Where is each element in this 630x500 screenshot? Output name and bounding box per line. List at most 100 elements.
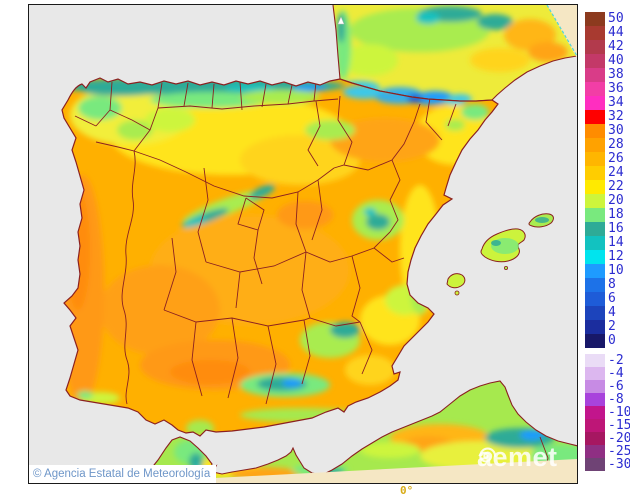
attribution: © Agencia Estatal de Meteorología	[29, 465, 217, 483]
meridian-label: 0°	[400, 484, 414, 497]
colorbar-tick-label: 10	[608, 263, 624, 278]
colorbar-swatch	[585, 320, 605, 334]
iberia-coastline	[61, 77, 499, 437]
island-cabrera	[503, 265, 508, 270]
colorbar-entry: -10	[585, 406, 630, 419]
colorbar-entry: 40	[585, 54, 630, 68]
colorbar-entry: 20	[585, 194, 630, 208]
colorbar-swatch	[585, 110, 605, 124]
colorbar-entry: 10	[585, 264, 630, 278]
colorbar-entry: 0	[585, 334, 630, 348]
colorbar-swatch	[585, 12, 605, 26]
colorbar-tick-label: 16	[608, 221, 624, 236]
colorbar-entry: 38	[585, 68, 630, 82]
colorbar-tick-label: 14	[608, 235, 624, 250]
colorbar-tick-label: -15	[608, 418, 630, 433]
colorbar-swatch	[585, 367, 605, 380]
colorbar-entry: 6	[585, 292, 630, 306]
colorbar-swatch	[585, 445, 605, 458]
colorbar-entry: 14	[585, 236, 630, 250]
colorbar-tick-label: -4	[608, 366, 624, 381]
colorbar-tick-label: -8	[608, 392, 624, 407]
colorbar-entry: 30	[585, 124, 630, 138]
colorbar-swatch	[585, 54, 605, 68]
colorbar-entry: -15	[585, 419, 630, 432]
colorbar-swatch	[585, 393, 605, 406]
colorbar-tick-label: 30	[608, 123, 624, 138]
colorbar-entry: 44	[585, 26, 630, 40]
colorbar-swatch	[585, 194, 605, 208]
colorbar-tick-label: 28	[608, 137, 624, 152]
colorbar-entry: 18	[585, 208, 630, 222]
colorbar-swatch	[585, 354, 605, 367]
colorbar-swatch	[585, 152, 605, 166]
colorbar-swatch	[585, 26, 605, 40]
colorbar-entry: 34	[585, 96, 630, 110]
colorbar-tick-label: 8	[608, 277, 616, 292]
colorbar-tick-label: -10	[608, 405, 630, 420]
colorbar-entry: -2	[585, 354, 630, 367]
colorbar-entry: -8	[585, 393, 630, 406]
balearic-islands	[446, 213, 554, 296]
colorbar-entry: -6	[585, 380, 630, 393]
colorbar-entry: 16	[585, 222, 630, 236]
island-ibiza	[446, 273, 466, 289]
colorbar-entry: 8	[585, 278, 630, 292]
colorbar-swatch	[585, 306, 605, 320]
colorbar-swatch	[585, 264, 605, 278]
colorbar-swatch	[585, 96, 605, 110]
colorbar-entry: 22	[585, 180, 630, 194]
colorbar-swatch	[585, 222, 605, 236]
colorbar-tick-label: 2	[608, 319, 616, 334]
colorbar-tick-label: 12	[608, 249, 624, 264]
colorbar-tick-label: -30	[608, 457, 630, 472]
colorbar-tick-label: 34	[608, 95, 624, 110]
colorbar: 50 44 42 40 38 36 34 32 30 28 26 24 22 20 18 16 14 12 10 8 6…	[585, 12, 630, 471]
colorbar-swatch	[585, 68, 605, 82]
colorbar-tick-label: 20	[608, 193, 624, 208]
colorbar-tick-label: 6	[608, 291, 616, 306]
attribution-text: © Agencia Estatal de Meteorología	[33, 468, 211, 480]
colorbar-swatch	[585, 334, 605, 348]
colorbar-tick-label: -6	[608, 379, 624, 394]
colorbar-tick-label: 44	[608, 25, 624, 40]
colorbar-swatch	[585, 166, 605, 180]
island-formentera	[454, 290, 460, 296]
province-borders	[74, 81, 457, 405]
colorbar-swatch	[585, 380, 605, 393]
colorbar-tick-label: 36	[608, 81, 624, 96]
aemet-watermark: aemet	[474, 444, 558, 471]
colorbar-swatch	[585, 458, 605, 471]
colorbar-swatch	[585, 82, 605, 96]
colorbar-swatch	[585, 124, 605, 138]
colorbar-entry: 36	[585, 82, 630, 96]
coast-marker	[337, 16, 345, 25]
colorbar-entry: -30	[585, 458, 630, 471]
colorbar-entry: 4	[585, 306, 630, 320]
colorbar-entry: -4	[585, 367, 630, 380]
colorbar-entry: -20	[585, 432, 630, 445]
colorbar-swatch	[585, 250, 605, 264]
colorbar-tick-label: 24	[608, 165, 624, 180]
colorbar-swatch	[585, 236, 605, 250]
colorbar-tick-label: 22	[608, 179, 624, 194]
colorbar-tick-label: 26	[608, 151, 624, 166]
colorbar-entry: -25	[585, 445, 630, 458]
colorbar-tick-label: 42	[608, 39, 624, 54]
colorbar-tick-label: 4	[608, 305, 616, 320]
colorbar-entry: 2	[585, 320, 630, 334]
colorbar-tick-label: -20	[608, 431, 630, 446]
colorbar-swatch	[585, 432, 605, 445]
colorbar-tick-label: 0	[608, 333, 616, 348]
colorbar-entry: 28	[585, 138, 630, 152]
colorbar-swatch	[585, 406, 605, 419]
colorbar-tick-label: 40	[608, 53, 624, 68]
colorbar-tick-label: 32	[608, 109, 624, 124]
colorbar-entry: 42	[585, 40, 630, 54]
colorbar-entry: 12	[585, 250, 630, 264]
colorbar-tick-label: -25	[608, 444, 630, 459]
colorbar-tick-label: -2	[608, 353, 624, 368]
colorbar-tick-label: 50	[608, 11, 624, 26]
